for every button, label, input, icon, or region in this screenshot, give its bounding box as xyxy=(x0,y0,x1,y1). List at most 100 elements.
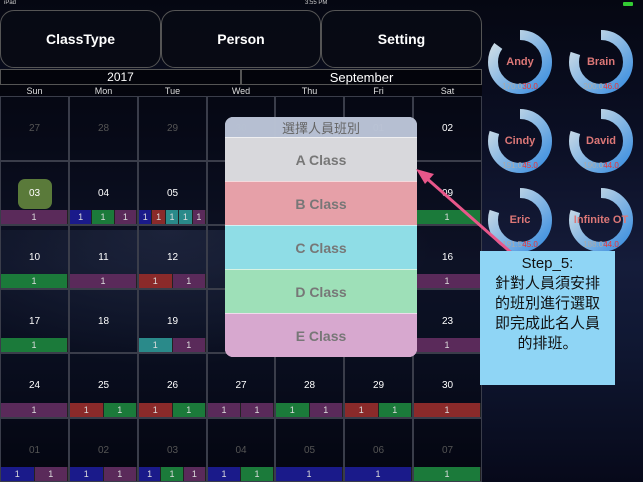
shift-segment: 1 xyxy=(208,403,241,417)
calendar-day-cell[interactable]: 07 1 xyxy=(413,418,482,482)
class-option-b[interactable]: B Class xyxy=(225,181,417,225)
callout-line: 即完成此名人員 xyxy=(494,315,600,332)
progress-ring xyxy=(569,109,633,173)
classtype-button[interactable]: ClassType xyxy=(0,10,161,68)
calendar-day-cell[interactable]: 04 1 1 1 xyxy=(69,161,138,225)
class-option-a[interactable]: A Class xyxy=(225,137,417,181)
shift-bar: 1 xyxy=(414,210,481,224)
shift-segment: 1 xyxy=(172,338,206,352)
person-ot-hours: 46.0 xyxy=(603,82,619,91)
weekday-header: Tue xyxy=(138,85,207,96)
weekday-header: Mon xyxy=(69,85,138,96)
calendar-day-cell[interactable]: 02 xyxy=(413,96,482,161)
calendar-day-cell[interactable]: 03 1 1 1 xyxy=(138,418,207,482)
calendar-day-cell[interactable]: 11 1 xyxy=(69,225,138,289)
calendar-day-cell[interactable]: 04 1 1 xyxy=(207,418,275,482)
person-name: Cindy xyxy=(504,135,536,147)
calendar-day-cell[interactable]: 29 xyxy=(138,96,207,161)
calendar-day-cell[interactable]: 28 xyxy=(69,96,138,161)
class-option-e[interactable]: E Class xyxy=(225,313,417,357)
day-number: 10 xyxy=(28,252,41,263)
calendar-day-cell[interactable]: 30 1 xyxy=(413,353,482,418)
shift-segment: 1 xyxy=(414,403,481,417)
person-name: Brain xyxy=(586,56,616,68)
shift-segment: 1 xyxy=(103,403,137,417)
shift-bar: 1 xyxy=(1,338,68,352)
person-total-hours: 191.5 xyxy=(502,240,523,249)
month-label[interactable]: September xyxy=(241,69,482,85)
calendar-day-cell[interactable]: 25 1 1 xyxy=(69,353,138,418)
day-number: 25 xyxy=(97,380,110,391)
person-hours: 200.046.0 xyxy=(569,82,633,91)
person-button[interactable]: Person xyxy=(161,10,321,68)
person-ring-brain[interactable]: Brain 200.046.0 xyxy=(569,30,633,94)
shift-select-popup: 選擇人員班別 A Class B Class C Class D Class E Cla… xyxy=(225,117,417,357)
shift-segment: 1 xyxy=(139,338,173,352)
ring-arc xyxy=(488,30,552,94)
class-option-c[interactable]: C Class xyxy=(225,225,417,269)
calendar-day-cell[interactable]: 27 xyxy=(0,96,69,161)
shift-segment: 1 xyxy=(1,467,35,481)
person-hours: 191.045.0 xyxy=(488,161,552,170)
callout-line: Step_5: xyxy=(521,255,574,272)
calendar-day-cell[interactable]: 16 1 xyxy=(413,225,482,289)
class-option-d[interactable]: D Class xyxy=(225,269,417,313)
calendar-day-cell[interactable]: 06 1 xyxy=(344,418,413,482)
person-total-hours: 188.0 xyxy=(583,240,604,249)
day-number: 18 xyxy=(97,316,110,327)
calendar-day-cell[interactable]: 28 1 1 xyxy=(275,353,344,418)
person-ot-hours: 45.0 xyxy=(522,240,538,249)
year-label[interactable]: 2017 xyxy=(0,69,241,85)
person-ring-eric[interactable]: Eric 191.545.0 xyxy=(488,188,552,252)
person-ring-david[interactable]: David 190.044.0 xyxy=(569,109,633,173)
person-total-hours: 200.0 xyxy=(583,82,604,91)
calendar-day-cell[interactable]: 17 1 xyxy=(0,289,69,353)
calendar-day-cell[interactable]: 19 1 1 xyxy=(138,289,207,353)
person-hours: 170.030.0 xyxy=(488,82,552,91)
person-ring-infinite-ot[interactable]: Infinite OT 188.044.0 xyxy=(569,188,633,252)
calendar-day-cell[interactable]: 27 1 1 xyxy=(207,353,275,418)
shift-bar: 1 xyxy=(276,467,343,481)
shift-segment: 1 xyxy=(378,403,412,417)
calendar-day-cell[interactable]: 23 1 xyxy=(413,289,482,353)
shift-segment: 1 xyxy=(309,403,343,417)
calendar-day-cell[interactable]: 18 xyxy=(69,289,138,353)
person-ring-cindy[interactable]: Cindy 191.045.0 xyxy=(488,109,552,173)
person-ot-hours: 44.0 xyxy=(603,161,619,170)
shift-segment: 1 xyxy=(103,467,137,481)
calendar-day-cell[interactable]: 10 1 xyxy=(0,225,69,289)
calendar-day-cell[interactable]: 05 1 1 1 1 1 xyxy=(138,161,207,225)
shift-segment: 1 xyxy=(414,338,481,352)
shift-segment: 1 xyxy=(70,467,104,481)
shift-bar: 1 xyxy=(414,467,481,481)
calendar-day-cell[interactable]: 03 1 xyxy=(0,161,69,225)
progress-ring xyxy=(488,30,552,94)
calendar-day-cell[interactable]: 12 1 1 xyxy=(138,225,207,289)
day-number: 05 xyxy=(166,188,179,199)
calendar-day-cell[interactable]: 26 1 1 xyxy=(138,353,207,418)
calendar-day-cell[interactable]: 02 1 1 xyxy=(69,418,138,482)
calendar-day-cell[interactable]: 29 1 1 xyxy=(344,353,413,418)
calendar-day-cell[interactable]: 05 1 xyxy=(275,418,344,482)
status-device: iPad xyxy=(4,0,17,6)
shift-bar: 1 xyxy=(414,338,481,352)
callout-line: 的班別進行選取 xyxy=(494,295,600,312)
day-number: 29 xyxy=(166,123,179,134)
calendar-day-cell[interactable]: 24 1 xyxy=(0,353,69,418)
person-ring-andy[interactable]: Andy 170.030.0 xyxy=(488,30,552,94)
day-number: 26 xyxy=(166,380,179,391)
day-number: 27 xyxy=(28,123,41,134)
shift-segment: 1 xyxy=(139,274,173,288)
setting-button[interactable]: Setting xyxy=(321,10,482,68)
day-number: 30 xyxy=(441,380,454,391)
day-number: 05 xyxy=(303,445,316,456)
progress-ring xyxy=(569,30,633,94)
calendar-day-cell[interactable]: 01 1 1 xyxy=(0,418,69,482)
person-name: Andy xyxy=(506,56,534,68)
calendar-day-cell[interactable]: 09 1 xyxy=(413,161,482,225)
shift-segment: 1 xyxy=(139,467,162,481)
